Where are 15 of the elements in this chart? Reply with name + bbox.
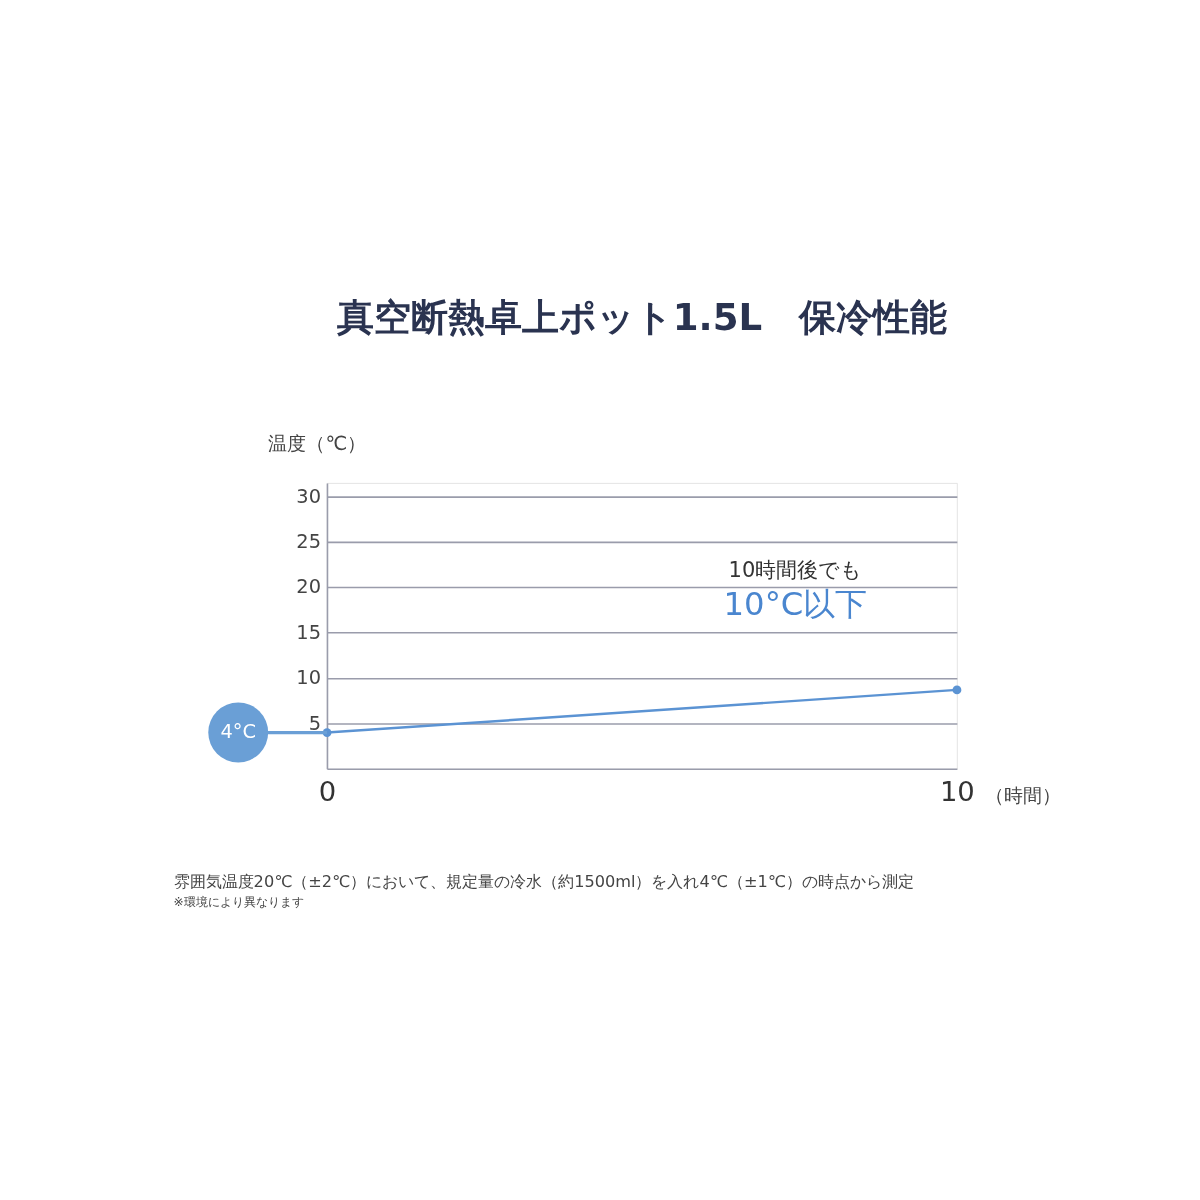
y-tick-label: 25 xyxy=(296,530,321,554)
annotation: 10°C以下 xyxy=(723,585,868,624)
y-axis-title: 温度（℃） xyxy=(268,431,367,455)
x-tick-label: 0 xyxy=(318,775,337,807)
annotation: 10時間後でも xyxy=(728,557,863,582)
chart-title: 真空断熱卓上ポット1.5L 保冷性能 xyxy=(335,295,948,339)
text: ※環境により異なります xyxy=(173,895,304,910)
text: 雰囲気温度20℃（±2℃）において、規定量の冷水（約1500ml）を入れ4℃（±1℃）の時点から測定 xyxy=(173,871,914,891)
text: 4°C xyxy=(220,720,256,744)
y-tick-label: 15 xyxy=(296,620,321,644)
y-tick-label: 20 xyxy=(296,575,321,599)
x-axis-title: （時間） xyxy=(985,783,1062,807)
y-tick-label: 30 xyxy=(296,484,321,508)
y-tick-label: 5 xyxy=(308,711,321,735)
y-tick-label: 10 xyxy=(296,666,321,690)
